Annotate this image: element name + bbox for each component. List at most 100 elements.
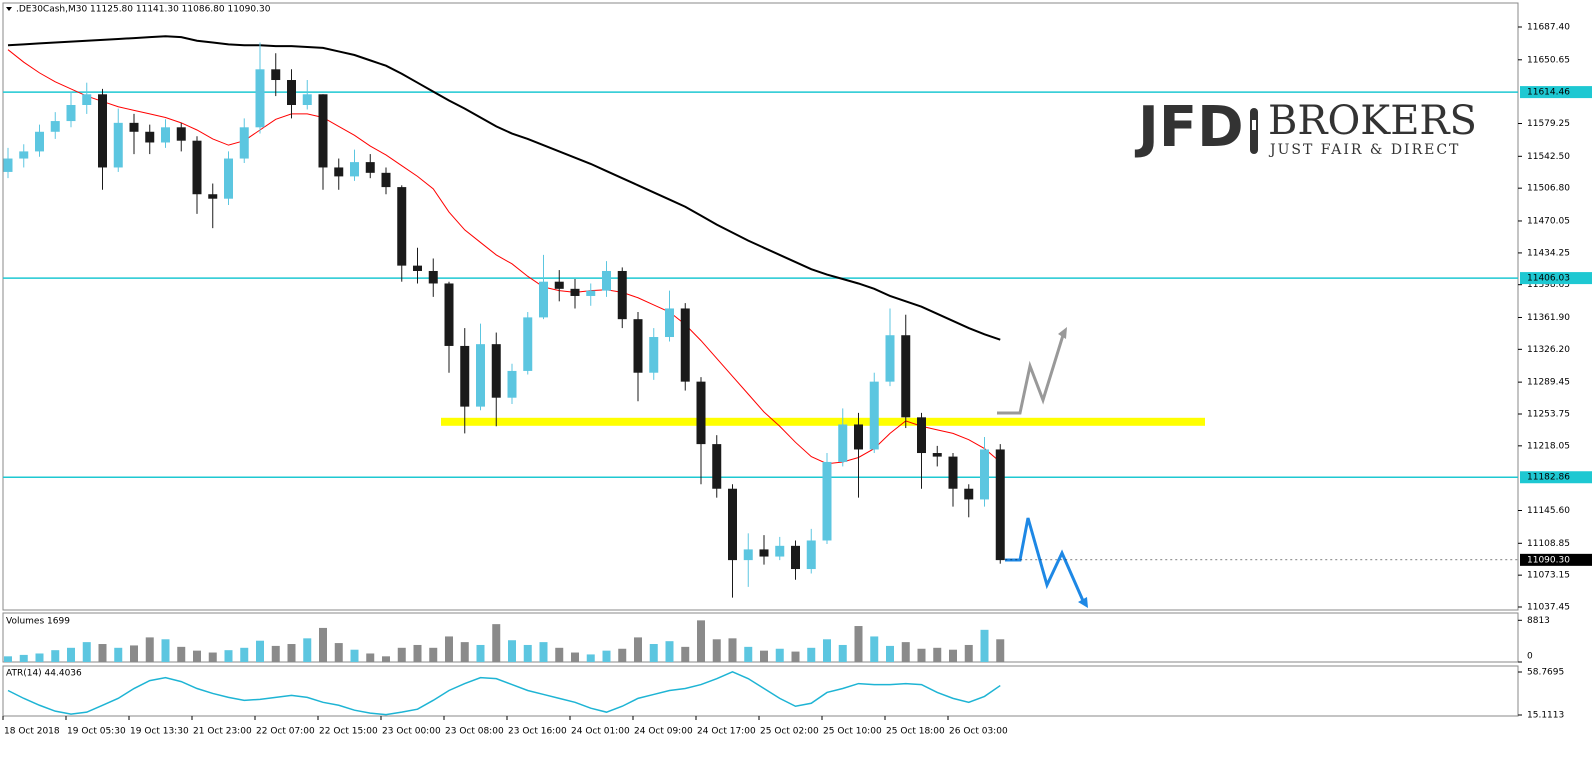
x-tick-label: 23 Oct 00:00: [382, 727, 441, 737]
volume-bar: [886, 645, 894, 662]
volume-bar: [130, 645, 138, 662]
candle-body: [50, 121, 60, 132]
candle-body: [759, 549, 769, 557]
x-tick-label: 22 Oct 15:00: [319, 727, 378, 737]
volume-bar: [901, 642, 910, 662]
candle-body: [161, 127, 170, 143]
volume-bar: [145, 637, 154, 662]
x-tick-label: 26 Oct 03:00: [949, 727, 1008, 737]
x-tick-label: 24 Oct 01:00: [571, 727, 630, 737]
candle-body: [35, 131, 44, 152]
level-label-box: [1520, 86, 1592, 99]
x-tick-label: 18 Oct 2018: [4, 727, 60, 737]
level-label: 11182.86: [1527, 473, 1570, 483]
volume-bar: [114, 647, 123, 662]
volume-bar: [712, 639, 721, 662]
candle-body: [617, 270, 627, 320]
volume-bar: [744, 646, 753, 662]
last-price-label: 11090.30: [1527, 555, 1570, 565]
volume-bar: [492, 624, 501, 662]
highlight-zone: [441, 417, 1205, 426]
volume-bar: [319, 627, 327, 662]
candle-body: [869, 381, 879, 450]
volume-bar: [82, 642, 91, 662]
atr-tick-label: 15.1113: [1527, 711, 1564, 721]
candle-body: [3, 158, 13, 172]
atr-tick-label: 58.7695: [1527, 667, 1564, 677]
volume-bar: [366, 653, 375, 662]
candle-body: [822, 461, 832, 541]
volume-bar: [949, 649, 957, 662]
volume-bar: [555, 647, 564, 662]
candle-body: [696, 381, 706, 445]
menu-arrow: [6, 7, 12, 11]
candle-body: [665, 308, 674, 338]
volume-bar: [964, 644, 973, 662]
volume-bar: [728, 638, 737, 662]
atr-line: [7, 670, 1001, 716]
volume-bar: [996, 639, 1005, 662]
y-tick-label: 11326.20: [1527, 345, 1570, 355]
x-tick-label: 23 Oct 16:00: [508, 727, 567, 737]
candle-body: [539, 281, 548, 318]
candle-body: [302, 94, 312, 105]
candle-body: [19, 151, 29, 159]
moving-average: [7, 49, 1001, 465]
candle-body: [491, 344, 501, 398]
volume-label: Volumes 1699: [6, 617, 70, 627]
candle-body: [208, 194, 218, 199]
volume-bar: [760, 650, 768, 662]
volume-bar: [350, 649, 359, 662]
x-tick-label: 25 Oct 18:00: [886, 727, 945, 737]
candle-body: [854, 424, 863, 450]
candle-body: [476, 344, 485, 407]
chart-header: .DE30Cash,M30 11125.80 11141.30 11086.80…: [16, 5, 271, 15]
volume-bar: [98, 644, 107, 662]
volume-bar: [508, 640, 516, 662]
volume-bar: [854, 626, 863, 662]
volume-bar: [177, 646, 186, 662]
atr-label: ATR(14) 44.4036: [6, 669, 82, 679]
arrow-head: [1078, 597, 1088, 608]
volume-bar: [649, 644, 658, 662]
scenario-up-arrow: [997, 331, 1066, 415]
candle-body: [586, 290, 596, 296]
candle-body: [570, 288, 580, 296]
logo-tagline: JUST FAIR & DIRECT: [1268, 142, 1460, 158]
logo-name: BROKERS: [1268, 98, 1477, 144]
candle-body: [365, 162, 375, 173]
volume-bar: [413, 644, 422, 662]
volume-bar: [271, 645, 280, 662]
volume-bar: [287, 644, 296, 662]
volume-bar: [980, 629, 989, 662]
candle-body: [649, 337, 659, 373]
candle-body: [397, 187, 407, 266]
candle-body: [145, 131, 155, 143]
y-tick-label: 11145.60: [1527, 506, 1570, 516]
level-label: 11614.46: [1527, 88, 1570, 98]
candle-body: [318, 94, 328, 168]
volume-bar: [224, 650, 233, 662]
y-tick-label: 11218.05: [1527, 441, 1570, 451]
candle-body: [964, 488, 974, 500]
candle-body: [901, 335, 911, 418]
volume-tick-label: 0: [1527, 652, 1533, 662]
candle-body: [791, 545, 800, 570]
volume-bar: [933, 647, 942, 662]
candle-body: [602, 270, 611, 291]
candle-body: [413, 265, 422, 271]
volume-bar: [429, 647, 438, 662]
y-tick-label: 11289.45: [1527, 378, 1570, 388]
volume-bar: [697, 620, 705, 662]
candle-body: [444, 283, 454, 346]
volume-bar: [445, 636, 453, 662]
volume-bar: [823, 639, 831, 662]
volume-bar: [571, 652, 579, 662]
y-tick-label: 11108.85: [1527, 539, 1570, 549]
candle-body: [460, 345, 470, 407]
candle-body: [523, 317, 533, 371]
x-tick-label: 19 Oct 05:30: [67, 727, 126, 737]
volume-bar: [67, 647, 75, 662]
